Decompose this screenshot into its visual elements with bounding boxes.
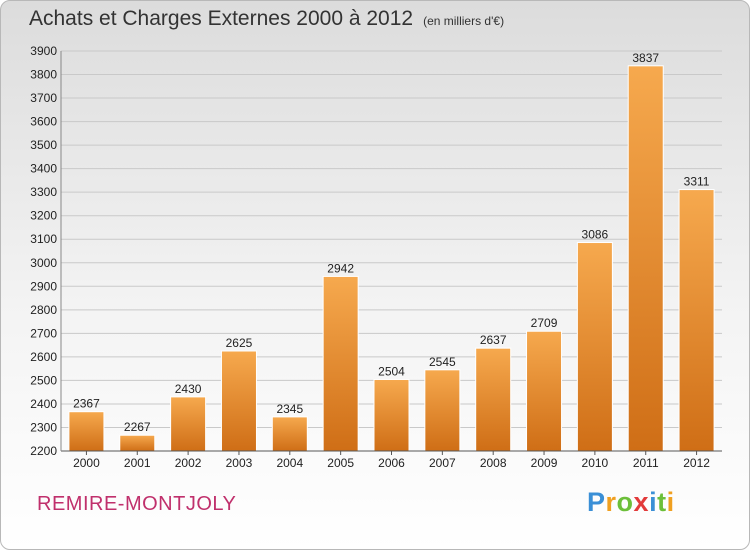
- y-tick-label: 3200: [30, 209, 57, 223]
- data-label-2012: 3311: [684, 175, 710, 189]
- y-tick-label: 3500: [30, 138, 57, 152]
- bar-2006[interactable]: [373, 378, 410, 452]
- logo-letter: P: [587, 487, 606, 517]
- bar-2008[interactable]: [475, 347, 512, 452]
- x-tick-label-2000: 2000: [73, 456, 100, 470]
- y-tick-label: 2600: [30, 350, 57, 364]
- data-label-2000: 2367: [73, 397, 100, 411]
- logo-letter: x: [633, 487, 650, 517]
- logo-letter: t: [657, 487, 667, 517]
- bar-2000[interactable]: [68, 411, 105, 452]
- x-tick-label-2006: 2006: [378, 456, 405, 470]
- x-tick-label-2011: 2011: [633, 456, 659, 470]
- y-tick-label: 3600: [30, 115, 57, 129]
- y-tick-label: 3900: [30, 44, 57, 58]
- data-label-2007: 2545: [429, 355, 456, 369]
- data-label-2010: 3086: [582, 228, 609, 242]
- y-tick-label: 2500: [30, 373, 57, 387]
- proxiti-logo[interactable]: Proxiti: [587, 487, 675, 518]
- chart-title: Achats et Charges Externes 2000 à 2012 (e…: [29, 7, 504, 31]
- x-tick-label-2004: 2004: [276, 456, 303, 470]
- bar-2004[interactable]: [271, 416, 308, 452]
- x-tick-label-2001: 2001: [124, 456, 151, 470]
- bar-2007[interactable]: [424, 369, 461, 452]
- y-tick-label: 2900: [30, 279, 57, 293]
- x-tick-label-2003: 2003: [226, 456, 253, 470]
- bar-2005[interactable]: [322, 275, 359, 452]
- data-label-2005: 2942: [327, 261, 354, 275]
- x-tick-label-2012: 2012: [683, 456, 710, 470]
- y-tick-label: 3000: [30, 256, 57, 270]
- y-tick-label: 3100: [30, 232, 57, 246]
- data-label-2002: 2430: [175, 382, 202, 396]
- bar-2001[interactable]: [119, 434, 156, 452]
- bars: 2367 2267 2430 2625 2345 2942 2504 2545 2637 2709…: [68, 51, 715, 452]
- y-axis-ticks: 2200 2300 2400 2500 2600 2700 2800 2900 3000 3100…: [30, 44, 57, 458]
- bar-2002[interactable]: [170, 396, 207, 452]
- x-tick-label-2010: 2010: [582, 456, 609, 470]
- bar-2011[interactable]: [627, 65, 664, 452]
- logo-letter: i: [666, 487, 675, 517]
- y-tick-label: 3400: [30, 162, 57, 176]
- data-label-2001: 2267: [124, 420, 151, 434]
- chart-subtitle: (en milliers d'€): [423, 14, 505, 28]
- y-tick-label: 3300: [30, 185, 57, 199]
- logo-letter: r: [605, 487, 617, 517]
- y-tick-label: 2800: [30, 303, 57, 317]
- logo-letter: i: [649, 487, 658, 517]
- data-label-2011: 3837: [632, 51, 659, 65]
- y-tick-label: 3700: [30, 91, 57, 105]
- bar-2012[interactable]: [678, 189, 715, 452]
- y-tick-label: 3800: [30, 68, 57, 82]
- bar-2003[interactable]: [220, 350, 257, 452]
- logo-letter: o: [616, 487, 634, 517]
- x-tick-label-2009: 2009: [531, 456, 558, 470]
- x-tick-label-2007: 2007: [429, 456, 456, 470]
- x-tick-label-2002: 2002: [175, 456, 202, 470]
- bar-2010[interactable]: [576, 242, 613, 452]
- y-tick-label: 2400: [30, 397, 57, 411]
- data-label-2003: 2625: [226, 336, 253, 350]
- bar-2009[interactable]: [526, 330, 563, 452]
- x-tick-label-2005: 2005: [327, 456, 354, 470]
- data-label-2009: 2709: [531, 316, 558, 330]
- city-name: REMIRE-MONTJOLY: [37, 493, 237, 515]
- y-tick-label: 2700: [30, 326, 57, 340]
- title-text: Achats et Charges Externes 2000 à 2012: [29, 7, 414, 30]
- y-tick-label: 2300: [30, 420, 57, 434]
- data-label-2006: 2504: [378, 364, 405, 378]
- x-tick-label-2008: 2008: [480, 456, 507, 470]
- x-axis-ticks: 2000 2001 2002 2003 2004 2005 2006 2007 2008 2009…: [73, 451, 710, 470]
- y-tick-label: 2200: [30, 444, 57, 458]
- data-label-2008: 2637: [480, 333, 507, 347]
- data-label-2004: 2345: [276, 402, 303, 416]
